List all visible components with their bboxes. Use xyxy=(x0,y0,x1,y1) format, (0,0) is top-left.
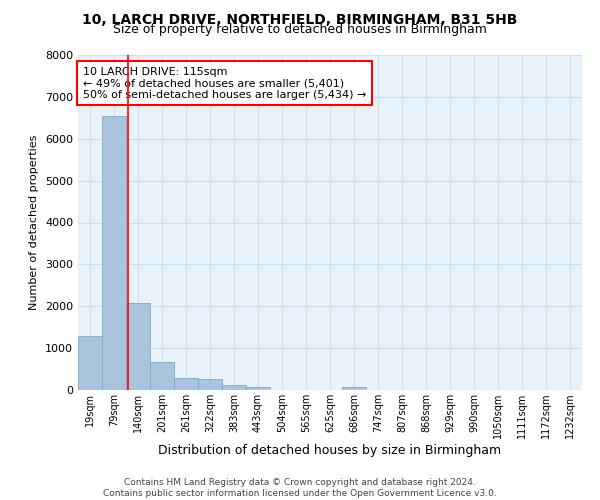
Y-axis label: Number of detached properties: Number of detached properties xyxy=(29,135,40,310)
Bar xyxy=(78,336,102,390)
Text: Size of property relative to detached houses in Birmingham: Size of property relative to detached ho… xyxy=(113,22,487,36)
Bar xyxy=(222,386,246,390)
Bar xyxy=(174,378,198,390)
Bar xyxy=(198,378,222,390)
Bar xyxy=(246,387,270,390)
Text: 10, LARCH DRIVE, NORTHFIELD, BIRMINGHAM, B31 5HB: 10, LARCH DRIVE, NORTHFIELD, BIRMINGHAM,… xyxy=(82,12,518,26)
Bar xyxy=(102,116,126,390)
Bar xyxy=(342,387,366,390)
Bar xyxy=(126,303,150,390)
Text: 10 LARCH DRIVE: 115sqm
← 49% of detached houses are smaller (5,401)
50% of semi-: 10 LARCH DRIVE: 115sqm ← 49% of detached… xyxy=(83,66,367,100)
X-axis label: Distribution of detached houses by size in Birmingham: Distribution of detached houses by size … xyxy=(158,444,502,457)
Bar xyxy=(150,362,174,390)
Text: Contains HM Land Registry data © Crown copyright and database right 2024.
Contai: Contains HM Land Registry data © Crown c… xyxy=(103,478,497,498)
